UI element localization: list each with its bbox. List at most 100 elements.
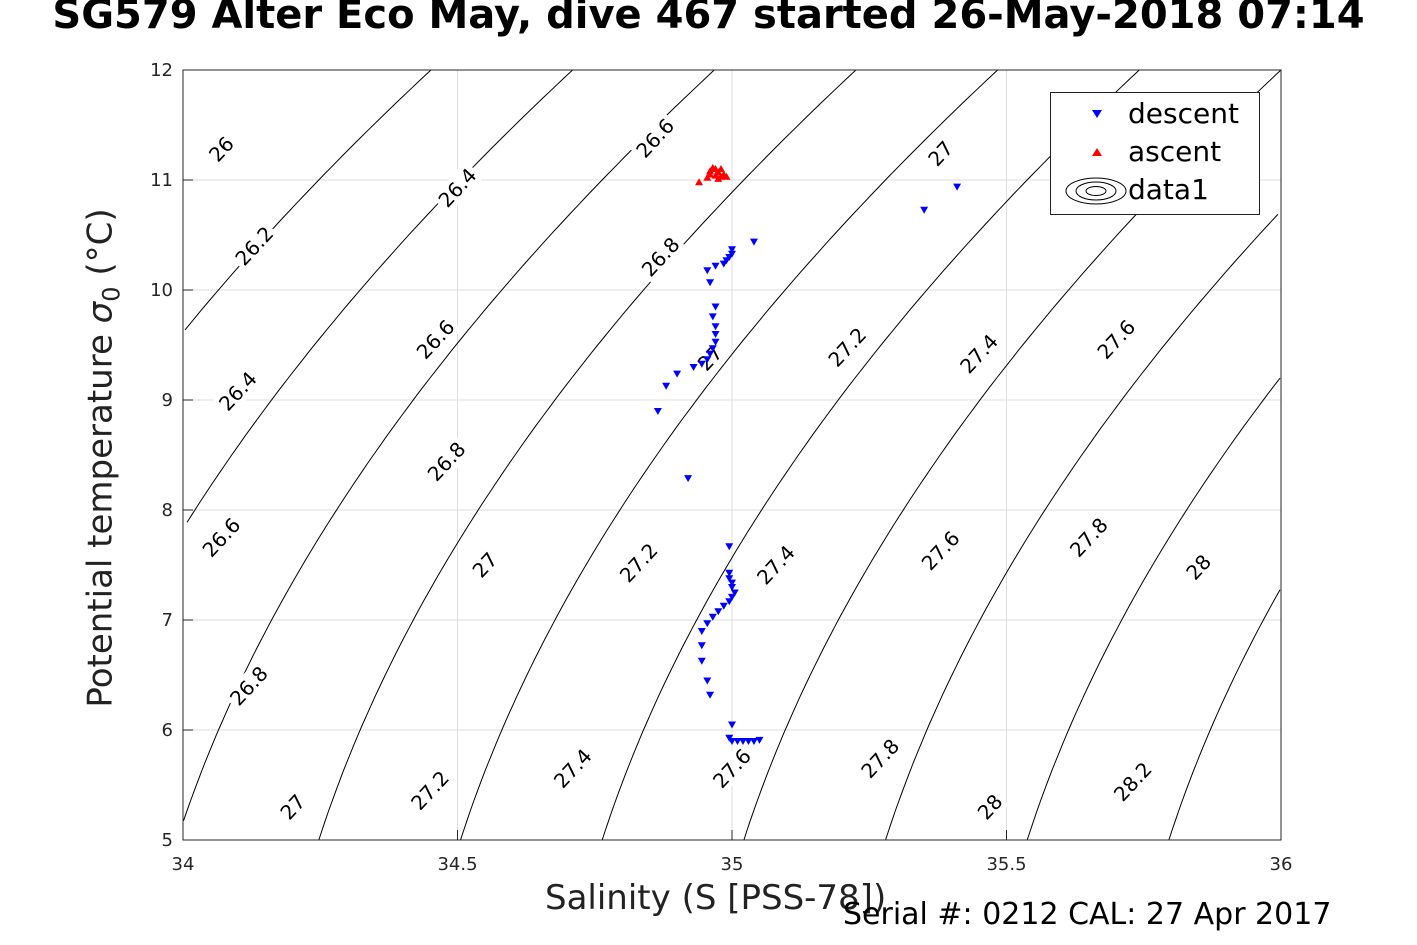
descent-point (714, 608, 723, 616)
contour-label-bg (546, 742, 599, 795)
serial-calibration-text: Serial #: 0212 CAL: 27 Apr 2017 (843, 897, 1332, 932)
contour-label-bg (922, 135, 959, 173)
isopycnal-26.0 (184, 69, 432, 331)
descent-point (703, 267, 712, 275)
isopycnal-26.8 (460, 69, 998, 841)
descent-point (755, 736, 764, 744)
isopycnal-27.6 (1026, 377, 1281, 841)
descent-point (725, 543, 734, 551)
contour-label-bg (466, 546, 504, 584)
isopycnal-26.2 (186, 69, 573, 523)
descent-point (749, 238, 758, 246)
descent-point (733, 738, 742, 745)
ascent-marker-icon (1092, 148, 1102, 156)
contour-label-bg (854, 732, 907, 786)
x-tick-label: 35 (721, 854, 744, 875)
descent-point (711, 338, 720, 346)
y-tick-label: 12 (150, 60, 173, 81)
isopycnal-27.8 (1168, 589, 1281, 841)
contour-label-bg (420, 435, 473, 489)
descent-point (728, 579, 736, 587)
descent-point (953, 183, 962, 191)
y-tick-label: 5 (162, 830, 173, 851)
descent-point (708, 313, 717, 321)
y-tick-label: 7 (162, 610, 173, 631)
x-axis-label: Salinity (S [PSS-78]) (545, 878, 887, 918)
x-tick-label: 35.5 (986, 854, 1026, 875)
contour-label-bg (409, 313, 462, 366)
legend-item-descent: descent (1051, 97, 1259, 133)
contour-label-bg (404, 764, 456, 817)
descent-point (711, 303, 720, 311)
contour-label-bg (629, 111, 681, 165)
ascent-point (695, 178, 704, 186)
contour-label-bg (431, 161, 484, 215)
contour-label-bg (212, 364, 264, 418)
contour-label-bg (914, 524, 967, 578)
y-tick-label: 11 (150, 170, 173, 191)
ascent-point (722, 172, 731, 180)
isopycnal-27.0 (601, 69, 1140, 841)
descent-point (725, 575, 734, 583)
x-tick-label: 36 (1270, 854, 1293, 875)
axis-ticks: 34 34.5 35 35.5 36 5 6 7 8 9 10 11 12 (150, 60, 1292, 875)
legend: descent ascent data1 (1050, 92, 1260, 215)
legend-item-data1: data1 (1051, 173, 1259, 209)
descent-point (653, 408, 662, 415)
ascent-point (714, 174, 723, 182)
y-axis-label-unit: (°C) (80, 208, 121, 287)
descent-point (744, 738, 753, 745)
contour-label-bg (706, 742, 758, 795)
contour-ellipses-icon (1065, 177, 1127, 205)
descent-point (728, 738, 736, 745)
descent-point (730, 589, 739, 597)
contour-label-bg (953, 327, 1005, 381)
legend-item-ascent: ascent (1051, 135, 1259, 171)
descent-point (719, 602, 728, 610)
descent-point (662, 382, 671, 390)
descent-marker-icon (1092, 110, 1102, 118)
descent-point (703, 356, 712, 364)
contour-label: 27.6 (914, 524, 967, 578)
legend-label-descent: descent (1128, 97, 1239, 130)
ascent-point (717, 165, 726, 172)
y-axis-label-main: Potential temperature (80, 323, 121, 708)
contour-label-bg (274, 788, 312, 826)
contour-label-bg (821, 320, 874, 374)
descent-point (697, 657, 706, 665)
descent-point (711, 323, 720, 331)
descent-point (719, 260, 728, 268)
ascent-point (706, 170, 715, 178)
y-tick-label: 9 (162, 390, 173, 411)
contour-label-bg (1180, 548, 1217, 586)
legend-label-data1: data1 (1128, 173, 1209, 206)
contour-label-bg (971, 788, 1009, 826)
descent-point (703, 620, 712, 628)
descent-point (728, 246, 736, 254)
y-tick-label: 6 (162, 720, 173, 741)
descent-point (708, 613, 717, 621)
contour-label-bg (612, 536, 665, 590)
descent-point (697, 628, 706, 635)
descent-point (706, 279, 715, 287)
contour-label-bg (1106, 755, 1159, 809)
descent-point (711, 331, 720, 338)
y-axis-label-sub: 0 (97, 286, 126, 302)
descent-point (728, 584, 736, 591)
legend-label-ascent: ascent (1128, 135, 1222, 168)
descent-point (689, 364, 698, 371)
isopycnal-27.4 (885, 214, 1279, 841)
descent-point (749, 738, 758, 745)
y-axis-label: Potential temperature σ0 (°C) (81, 208, 126, 707)
descent-point (920, 206, 929, 214)
contour-label-bg (223, 659, 275, 713)
descent-point (711, 262, 720, 270)
descent-point (673, 370, 682, 378)
descent-point (706, 691, 715, 699)
chart-title: SG579 Alter Eco May, dive 467 started 26… (52, 0, 1365, 38)
contour-label-bg (1090, 313, 1143, 366)
descent-point (708, 345, 717, 353)
contour-label-bg (750, 538, 802, 592)
contour-label-bg (203, 130, 240, 168)
contour-label-bg (228, 219, 281, 273)
